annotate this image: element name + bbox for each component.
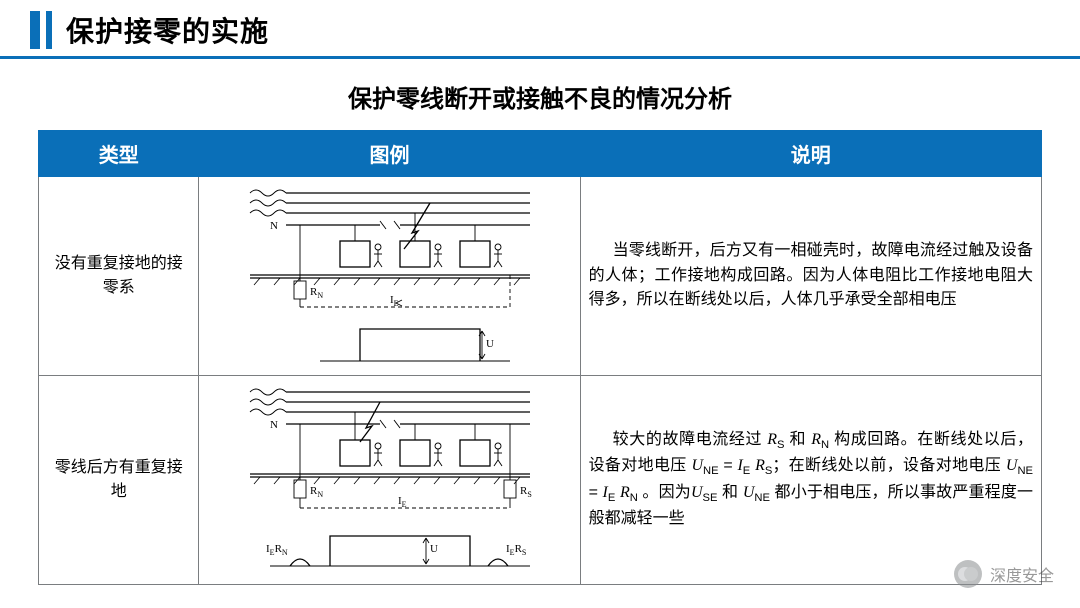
- col-header-desc: 说明: [580, 131, 1041, 177]
- page-title: 保护接零的实施: [66, 10, 269, 50]
- svg-text:IERS: IERS: [506, 543, 526, 557]
- col-header-type: 类型: [39, 131, 199, 177]
- title-bar: 保护接零的实施: [0, 0, 1080, 56]
- desc-cell: 较大的故障电流经过 RS 和 RN 构成回路。在断线处以后，设备对地电压 UNE…: [580, 376, 1041, 585]
- svg-text:RS: RS: [520, 485, 532, 499]
- title-underline: [0, 56, 1080, 59]
- svg-text:IERN: IERN: [266, 543, 288, 557]
- watermark: 深度安全: [954, 560, 1054, 588]
- type-cell: 零线后方有重复接地: [39, 376, 199, 585]
- svg-text:U: U: [430, 543, 438, 555]
- content: 类型 图例 说明 没有重复接地的接零系: [0, 130, 1080, 585]
- accent-bar-thin: [46, 11, 52, 49]
- diagram-cell: N: [199, 376, 580, 585]
- svg-text:U: U: [486, 338, 494, 350]
- schematic-no-repeat-ground: N: [230, 181, 550, 371]
- schematic-with-repeat-ground: N: [230, 380, 550, 580]
- neutral-label: N: [270, 220, 278, 232]
- desc-text: 较大的故障电流经过 RS 和 RN 构成回路。在断线处以后，设备对地电压 UNE…: [589, 431, 1033, 528]
- diagram-cell: N: [199, 177, 580, 376]
- table-header-row: 类型 图例 说明: [39, 131, 1042, 177]
- slide: 保护接零的实施 保护零线断开或接触不良的情况分析 类型 图例 说明 没有重复接地…: [0, 0, 1080, 608]
- watermark-text: 深度安全: [990, 562, 1054, 586]
- table-row: 零线后方有重复接地 N: [39, 376, 1042, 585]
- subtitle: 保护零线断开或接触不良的情况分析: [0, 79, 1080, 114]
- svg-text:N: N: [270, 419, 278, 431]
- col-header-diagram: 图例: [199, 131, 580, 177]
- wechat-icon: [954, 560, 982, 588]
- type-cell: 没有重复接地的接零系: [39, 177, 199, 376]
- svg-text:RN: RN: [310, 485, 323, 499]
- accent-bar-thick: [30, 11, 40, 49]
- svg-text:IE: IE: [390, 294, 399, 308]
- analysis-table: 类型 图例 说明 没有重复接地的接零系: [38, 130, 1042, 585]
- desc-cell: 当零线断开，后方又有一相碰壳时，故障电流经过触及设备的人体；工作接地构成回路。因…: [580, 177, 1041, 376]
- table-row: 没有重复接地的接零系: [39, 177, 1042, 376]
- svg-text:RN: RN: [310, 286, 323, 300]
- desc-text: 当零线断开，后方又有一相碰壳时，故障电流经过触及设备的人体；工作接地构成回路。因…: [589, 242, 1033, 309]
- svg-text:IE: IE: [398, 495, 407, 509]
